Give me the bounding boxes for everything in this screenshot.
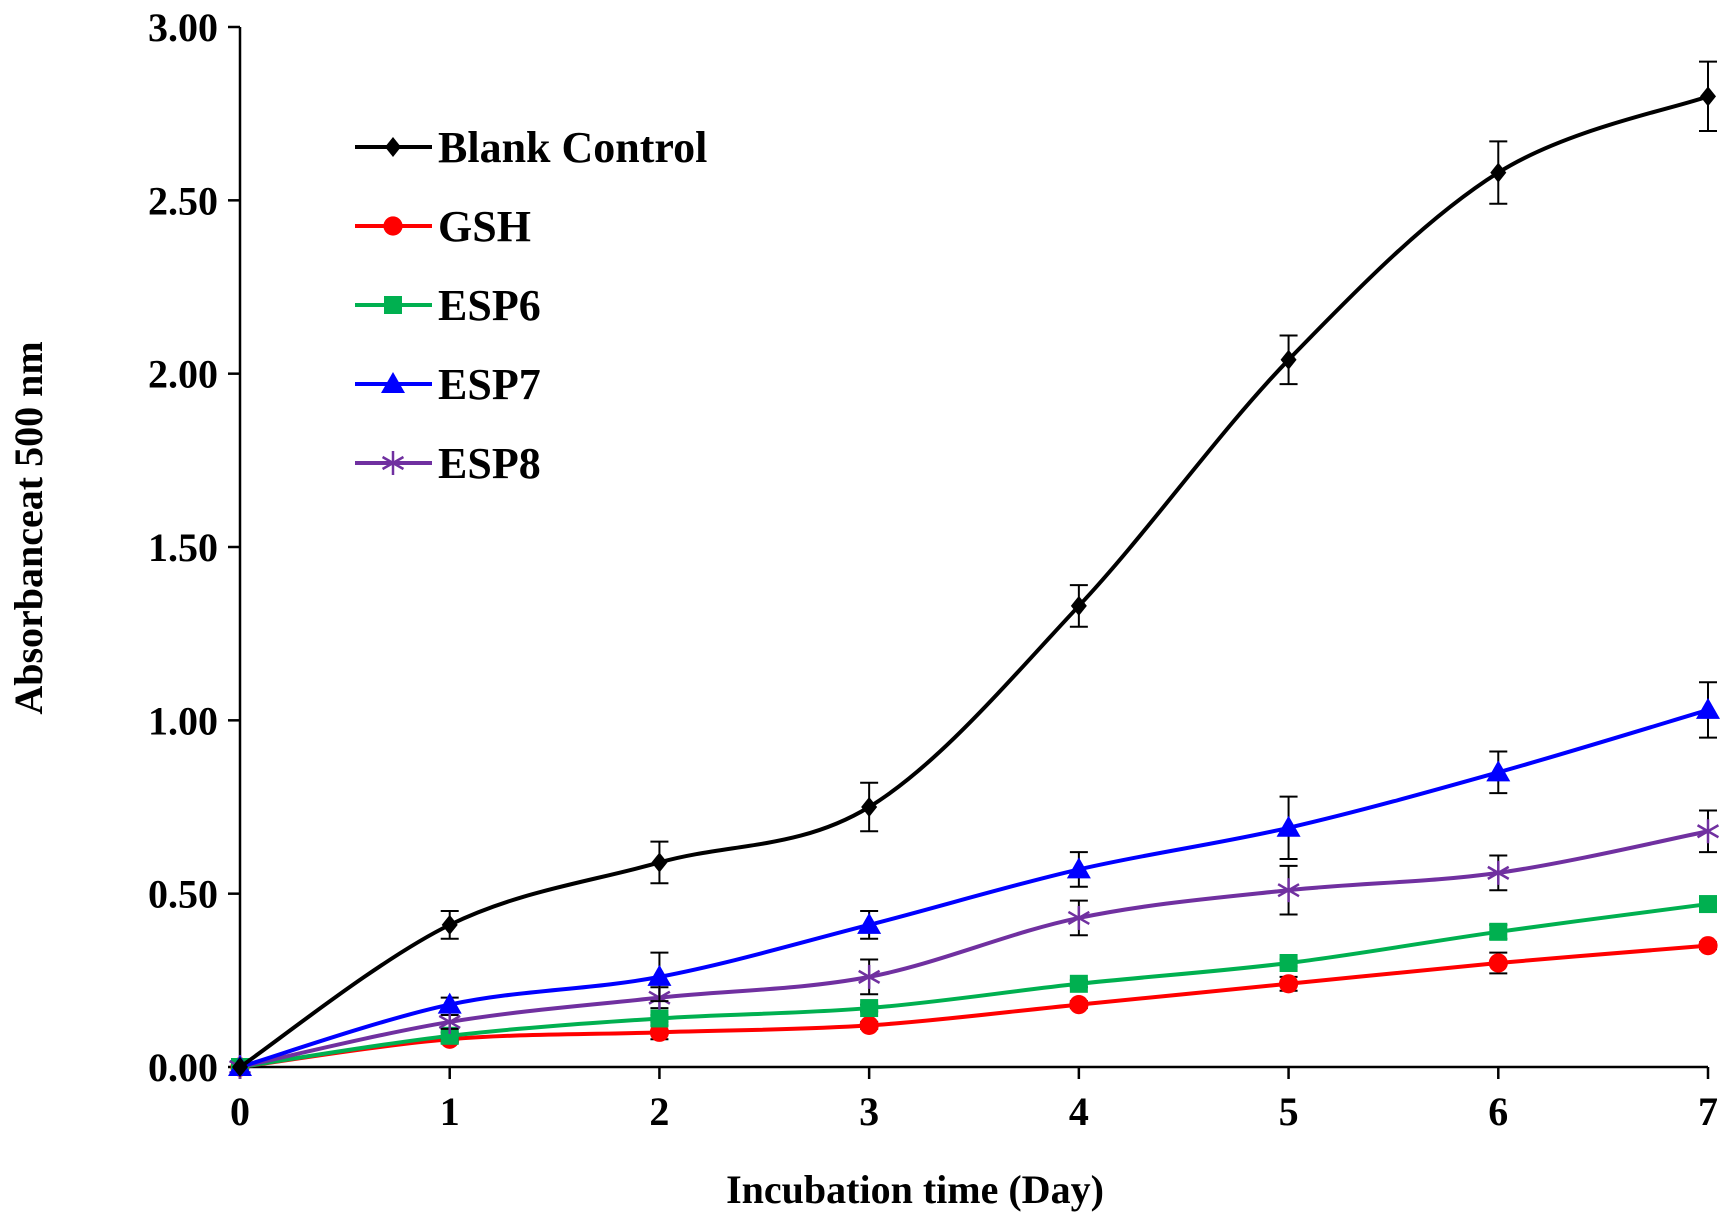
data-point (1699, 895, 1717, 914)
x-tick-label: 1 (440, 1089, 460, 1134)
data-point (1696, 697, 1720, 719)
data-point (1066, 857, 1091, 879)
x-tick-label: 6 (1488, 1089, 1508, 1134)
legend-marker (381, 372, 405, 393)
data-point (1696, 819, 1720, 844)
series-blank-control (232, 60, 1717, 1077)
y-axis-ticks: 0.00 0.50 1.00 1.50 2.00 2.50 3.00 (148, 5, 240, 1090)
data-point (1069, 974, 1088, 993)
data-point (858, 964, 881, 989)
data-point (861, 797, 878, 817)
data-point (437, 992, 462, 1014)
data-point (1488, 953, 1508, 973)
legend-marker (385, 137, 401, 157)
series-line (238, 94, 1709, 1069)
x-tick-label: 5 (1279, 1089, 1299, 1134)
data-point (1490, 162, 1507, 183)
series-esp8 (228, 809, 1720, 1079)
legend-marker (381, 451, 405, 475)
legend-item-blank-control: Blank Control (355, 123, 707, 172)
data-point (1067, 905, 1090, 930)
plot-area (228, 60, 1720, 1079)
legend-marker (384, 296, 402, 314)
data-point (647, 964, 672, 986)
y-tick-label: 0.50 (148, 872, 218, 917)
legend-item-esp7: ESP7 (355, 360, 541, 409)
x-tick-label: 2 (649, 1089, 669, 1134)
y-axis-title: Absorbanceat 500 nm (6, 341, 51, 714)
data-point (649, 1022, 670, 1042)
y-tick-label: 2.50 (148, 178, 218, 223)
x-axis-title: Incubation time (Day) (726, 1167, 1104, 1212)
legend-item-esp8: ESP8 (355, 439, 541, 488)
legend-label: GSH (438, 202, 531, 251)
legend-label: ESP8 (438, 439, 541, 488)
series-line (239, 708, 1709, 1069)
data-point (860, 999, 879, 1018)
data-point (1277, 878, 1300, 903)
series-line (239, 943, 1709, 1069)
data-point (1486, 760, 1511, 782)
axes (238, 27, 1708, 1069)
y-tick-label: 2.00 (148, 352, 218, 397)
legend-marker (383, 216, 403, 236)
y-tick-label: 3.00 (148, 5, 218, 50)
legend-item-gsh: GSH (355, 202, 531, 251)
data-point (232, 1057, 248, 1077)
x-tick-label: 4 (1069, 1089, 1089, 1134)
data-point (1487, 860, 1510, 885)
data-point (1700, 86, 1716, 107)
data-point (1069, 995, 1089, 1015)
series-esp7 (228, 681, 1720, 1076)
series-line (239, 902, 1709, 1069)
x-axis-ticks: 0 1 2 3 4 5 6 7 (230, 1067, 1718, 1134)
data-point (651, 852, 668, 873)
data-point (1276, 815, 1301, 837)
data-point (857, 912, 882, 934)
y-tick-label: 1.50 (148, 525, 218, 570)
series-line (239, 829, 1709, 1069)
data-point (650, 1009, 669, 1028)
data-point (1278, 974, 1299, 994)
data-point (441, 914, 458, 935)
legend-label: Blank Control (438, 123, 707, 172)
legend: Blank Control GSH ESP6 ESP7 ESP8 (355, 123, 707, 488)
x-tick-label: 0 (230, 1089, 250, 1134)
data-point (438, 1009, 461, 1034)
data-point (1698, 936, 1718, 956)
x-tick-label: 3 (859, 1089, 879, 1134)
data-point (1279, 954, 1298, 972)
legend-label: ESP7 (438, 360, 541, 409)
x-tick-label: 7 (1698, 1089, 1718, 1134)
data-point (1280, 349, 1297, 370)
y-tick-label: 0.00 (148, 1045, 218, 1090)
legend-label: ESP6 (438, 281, 541, 330)
data-point (1070, 595, 1087, 616)
y-tick-label: 1.00 (148, 698, 218, 743)
data-point (1489, 922, 1508, 941)
legend-item-esp6: ESP6 (355, 281, 541, 330)
data-point (859, 1015, 879, 1035)
data-point (440, 1026, 459, 1045)
